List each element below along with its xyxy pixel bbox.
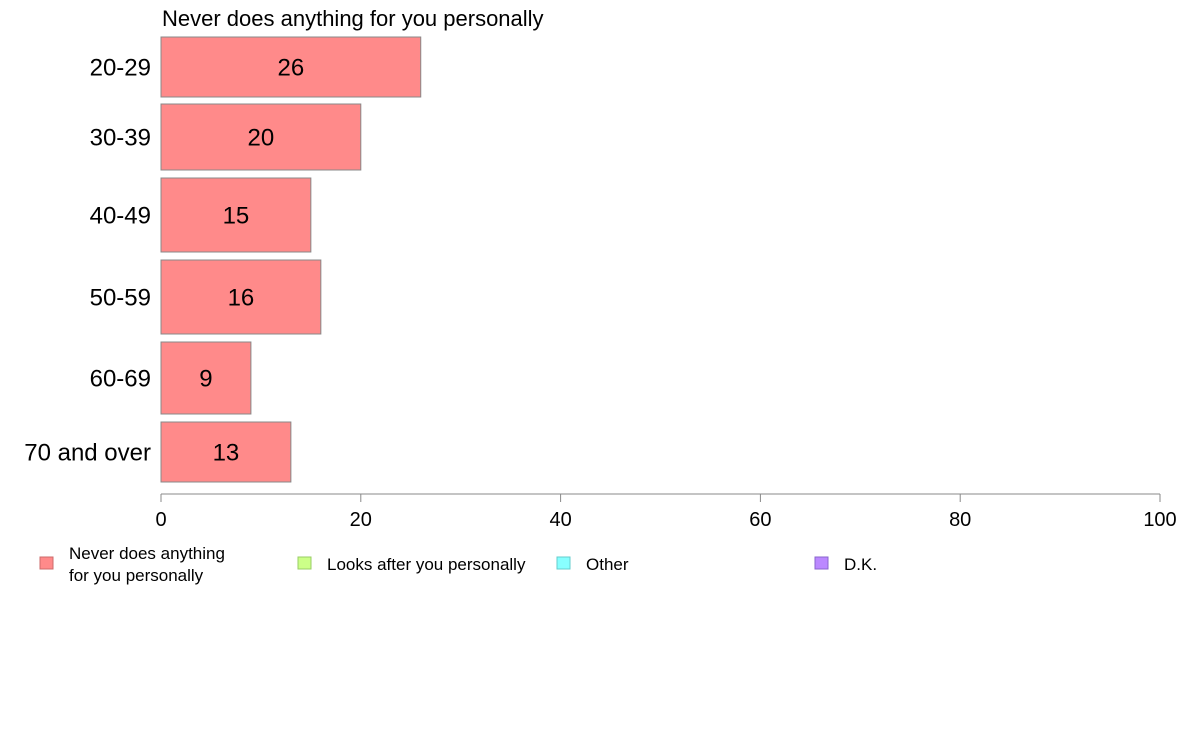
bar-value-label: 9 xyxy=(199,366,212,393)
legend-swatch xyxy=(556,556,571,570)
bar-20-29 xyxy=(160,36,422,98)
chart-title: Never does anything for you personally xyxy=(162,6,544,31)
bar-value-label: 20 xyxy=(248,125,275,152)
legend-label: Other xyxy=(586,555,629,574)
bar-value-label: 16 xyxy=(228,285,255,312)
x-tick-label: 100 xyxy=(1143,509,1176,531)
category-label: 50-59 xyxy=(90,285,151,312)
category-label: 60-69 xyxy=(90,366,151,393)
bar-60-69 xyxy=(160,341,252,415)
bar-30-39 xyxy=(160,103,362,171)
x-tick-label: 60 xyxy=(749,509,771,531)
category-label: 40-49 xyxy=(90,203,151,230)
legend-label: for you personally xyxy=(69,566,204,585)
bar-value-label: 13 xyxy=(213,440,240,467)
category-label: 30-39 xyxy=(90,125,151,152)
bar-value-label: 26 xyxy=(278,55,305,82)
bar-50-59 xyxy=(160,259,322,335)
category-label: 70 and over xyxy=(24,440,151,467)
legend-swatch xyxy=(39,556,54,570)
legend-label: Never does anything xyxy=(69,544,225,563)
legend-swatch xyxy=(297,556,312,570)
x-tick-label: 20 xyxy=(350,509,372,531)
legend-swatch xyxy=(814,556,829,570)
legend-label: D.K. xyxy=(844,555,877,574)
x-tick-label: 80 xyxy=(949,509,971,531)
bar-70-and-over xyxy=(160,421,292,483)
bar-value-label: 15 xyxy=(223,203,250,230)
legend-label: Looks after you personally xyxy=(327,555,526,574)
x-tick-label: 40 xyxy=(549,509,571,531)
x-tick-label: 0 xyxy=(155,509,166,531)
category-label: 20-29 xyxy=(90,55,151,82)
bar-40-49 xyxy=(160,177,312,253)
